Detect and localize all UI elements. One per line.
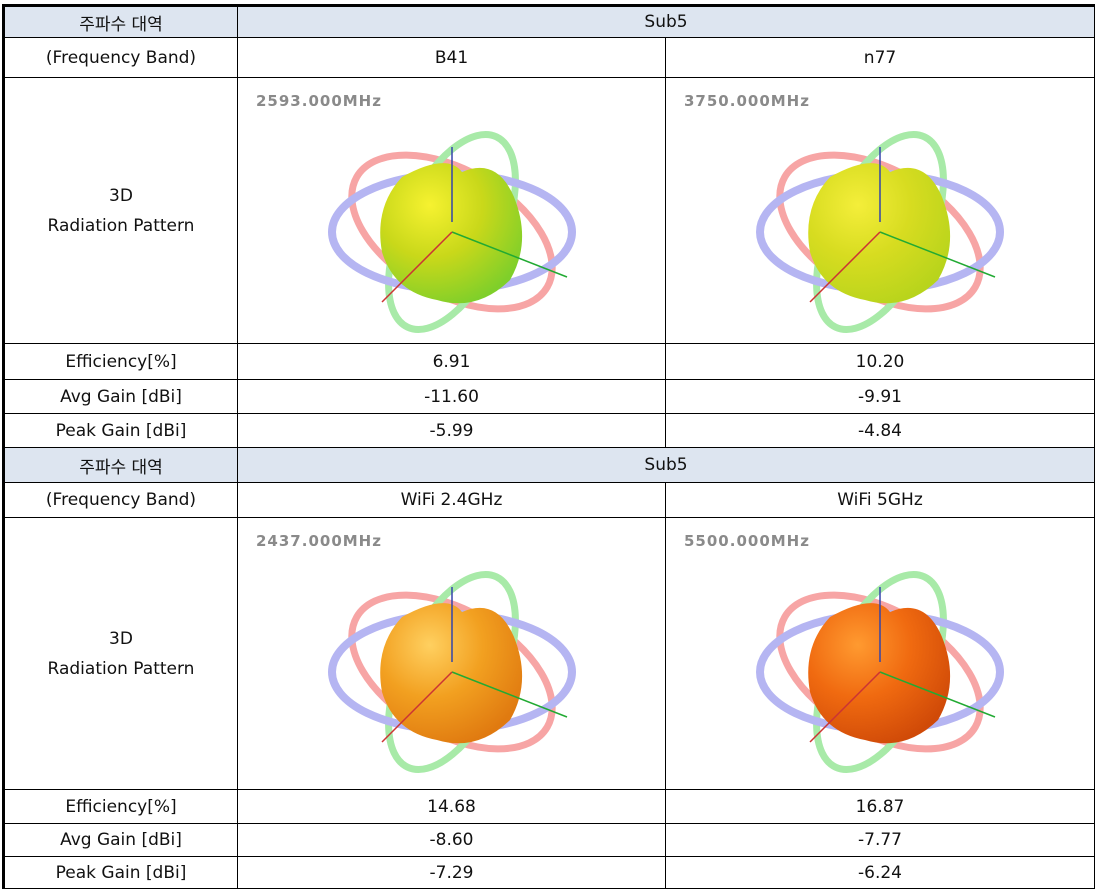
metric-value: 14.68 xyxy=(237,789,666,824)
band-name: WiFi 2.4GHz xyxy=(237,482,666,518)
metric-label: Peak Gain [dBi] xyxy=(3,856,238,889)
metric-label: Peak Gain [dBi] xyxy=(3,413,238,448)
band-name: B41 xyxy=(237,37,666,78)
radiation-pattern xyxy=(327,131,576,333)
axis-x xyxy=(380,671,453,743)
pattern-cell: 2437.000MHz xyxy=(237,517,666,790)
pattern-graphic xyxy=(756,571,1004,773)
group-label: Sub5 xyxy=(237,5,1095,38)
metric-row: Efficiency[%] 6.91 10.20 xyxy=(3,343,1095,380)
radiation-pattern xyxy=(756,571,1004,773)
metric-row: Peak Gain [dBi] -7.29 -6.24 xyxy=(3,856,1095,889)
metric-row: Avg Gain [dBi] -11.60 -9.91 xyxy=(3,379,1095,414)
metric-label: Efficiency[%] xyxy=(3,343,238,380)
metric-label: Avg Gain [dBi] xyxy=(3,823,238,857)
axis-x xyxy=(809,231,881,303)
pattern-cell: 3750.000MHz xyxy=(665,77,1095,344)
pattern-label-line: Radiation Pattern xyxy=(47,658,195,679)
pattern-cell: 5500.000MHz xyxy=(665,517,1095,790)
frequency-label: 2437.000MHz xyxy=(256,532,382,550)
pattern-graphic xyxy=(327,571,576,773)
axis-y xyxy=(451,671,567,718)
pattern-label-line: Radiation Pattern xyxy=(47,215,195,236)
metric-value: 16.87 xyxy=(665,789,1095,824)
table-body: 주파수 대역 Sub5 (Frequency Band) B41 n77 3D Radiat… xyxy=(3,5,1095,889)
axis-x xyxy=(380,231,453,303)
frequency-label: 3750.000MHz xyxy=(684,92,810,110)
pattern-graphic xyxy=(327,131,576,333)
pattern-graphic xyxy=(756,131,1004,333)
band-name: WiFi 5GHz xyxy=(665,482,1095,518)
pattern-row: 3D Radiation Pattern 2437.000MHz 5500.000MH… xyxy=(3,517,1095,790)
metric-value: 10.20 xyxy=(665,343,1095,380)
group-label: Sub5 xyxy=(237,447,1095,483)
metric-value: -7.77 xyxy=(665,823,1095,857)
pattern-label-line: 3D xyxy=(109,628,133,649)
axis-y xyxy=(879,671,996,718)
measurement-table: 주파수 대역 Sub5 (Frequency Band) B41 n77 3D Radiat… xyxy=(2,4,1095,889)
metric-value: -7.29 xyxy=(237,856,666,889)
pattern-row: 3D Radiation Pattern 2593.000MHz 3750.000MH… xyxy=(3,77,1095,344)
radiation-pattern xyxy=(756,131,1004,333)
metric-label: Efficiency[%] xyxy=(3,789,238,824)
metric-value: -9.91 xyxy=(665,379,1095,414)
radiation-pattern xyxy=(327,571,576,773)
band-row: (Frequency Band) B41 n77 xyxy=(3,37,1095,78)
band-label: (Frequency Band) xyxy=(3,37,238,78)
header-label: 주파수 대역 xyxy=(3,5,238,38)
pattern-label: 3D Radiation Pattern xyxy=(3,517,238,790)
metric-value: -6.24 xyxy=(665,856,1095,889)
header-label: 주파수 대역 xyxy=(3,447,238,483)
metric-value: -8.60 xyxy=(237,823,666,857)
frequency-label: 5500.000MHz xyxy=(684,532,810,550)
pattern-cell: 2593.000MHz xyxy=(237,77,666,344)
metric-row: Peak Gain [dBi] -5.99 -4.84 xyxy=(3,413,1095,448)
metric-label: Avg Gain [dBi] xyxy=(3,379,238,414)
pattern-label-line: 3D xyxy=(109,185,133,206)
metric-value: -4.84 xyxy=(665,413,1095,448)
metric-row: Avg Gain [dBi] -8.60 -7.77 xyxy=(3,823,1095,857)
band-row: (Frequency Band) WiFi 2.4GHz WiFi 5GHz xyxy=(3,482,1095,518)
metric-row: Efficiency[%] 14.68 16.87 xyxy=(3,789,1095,824)
metric-value: 6.91 xyxy=(237,343,666,380)
axis-x xyxy=(809,671,881,743)
header-row: 주파수 대역 Sub5 xyxy=(3,447,1095,483)
band-name: n77 xyxy=(665,37,1095,78)
metric-value: -5.99 xyxy=(237,413,666,448)
axis-y xyxy=(451,231,567,278)
axis-y xyxy=(879,231,996,278)
header-row: 주파수 대역 Sub5 xyxy=(3,5,1095,38)
metric-value: -11.60 xyxy=(237,379,666,414)
frequency-label: 2593.000MHz xyxy=(256,92,382,110)
band-label: (Frequency Band) xyxy=(3,482,238,518)
pattern-label: 3D Radiation Pattern xyxy=(3,77,238,344)
